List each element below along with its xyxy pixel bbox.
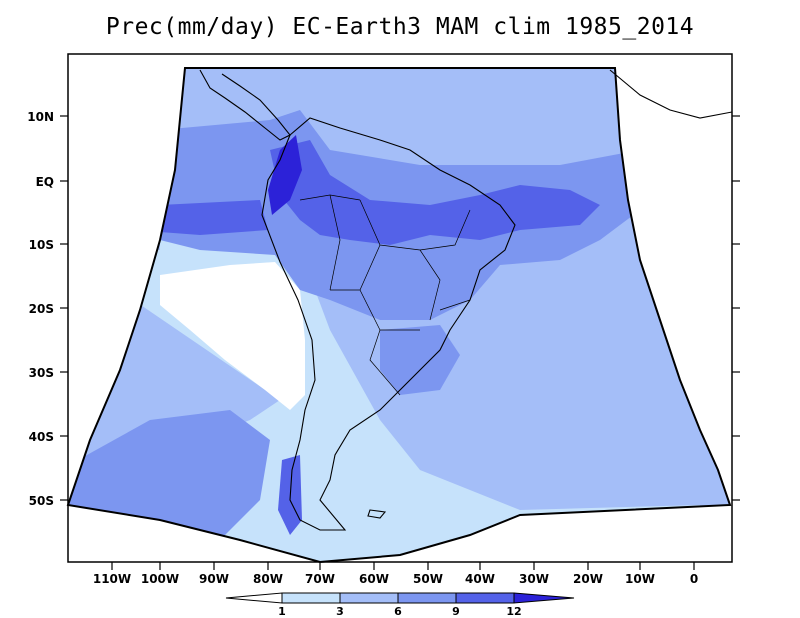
coast-south-america: [261, 117, 516, 531]
coast-africa: [609, 69, 732, 119]
colorbar-bin-3: [397, 592, 457, 604]
lat-tick-label: 30S: [29, 366, 54, 380]
coast-falklands: [367, 509, 387, 519]
lat-tick-label: 10N: [27, 110, 54, 124]
map-title: Prec(mm/day) EC-Earth3 MAM clim 1985_201…: [105, 14, 695, 40]
colorbar-label: 3: [336, 605, 344, 618]
lon-tick-label: 60W: [359, 572, 389, 586]
lat-axis: [60, 115, 740, 501]
coast-central-america: [199, 69, 291, 141]
lon-tick-label: 80W: [253, 572, 283, 586]
lon-tick-label: 30W: [519, 572, 549, 586]
lon-tick-label: 50W: [413, 572, 443, 586]
lon-tick-label: 110W: [93, 572, 131, 586]
lon-axis: [111, 562, 695, 570]
colorbar-bin-5: [513, 592, 575, 604]
field-pacific-heavy: [160, 200, 268, 235]
colorbar-label: 6: [394, 605, 402, 618]
field-dry-zone: [160, 262, 305, 410]
lon-tick-labels: 110W 100W 90W 80W 70W 60W 50W 40W 30W 20…: [93, 572, 698, 586]
colorbar-label: 12: [506, 605, 521, 618]
lat-tick-label: 50S: [29, 494, 54, 508]
lat-tick-label: EQ: [36, 175, 54, 189]
lat-tick-labels: 10N EQ 10S 20S 30S 40S 50S: [27, 110, 54, 508]
field-laplata: [380, 325, 460, 395]
lat-tick-label: 10S: [29, 238, 54, 252]
lon-tick-label: 90W: [199, 572, 229, 586]
colorbar-bin-2: [339, 592, 399, 604]
lon-tick-label: 40W: [465, 572, 495, 586]
lon-tick-label: 10W: [625, 572, 655, 586]
lat-tick-label: 20S: [29, 302, 54, 316]
lon-tick-label: 0: [690, 572, 698, 586]
field-andes-peak: [268, 135, 302, 215]
colorbar-bin-0: [225, 592, 283, 604]
lon-tick-label: 70W: [305, 572, 335, 586]
colorbar-label: 9: [452, 605, 460, 618]
precip-field: [68, 68, 730, 562]
lon-tick-label: 20W: [573, 572, 603, 586]
colorbar-label: 1: [278, 605, 286, 618]
coastlines: [199, 69, 732, 531]
colorbar-bin-4: [455, 592, 515, 604]
colorbar-bin-1: [281, 592, 341, 604]
lon-tick-label: 100W: [141, 572, 179, 586]
lat-tick-label: 40S: [29, 430, 54, 444]
field-amazon: [270, 140, 600, 245]
colorbar-labels: 1 3 6 9 12: [278, 605, 521, 618]
colorbar: [225, 592, 575, 604]
borders: [299, 194, 471, 396]
